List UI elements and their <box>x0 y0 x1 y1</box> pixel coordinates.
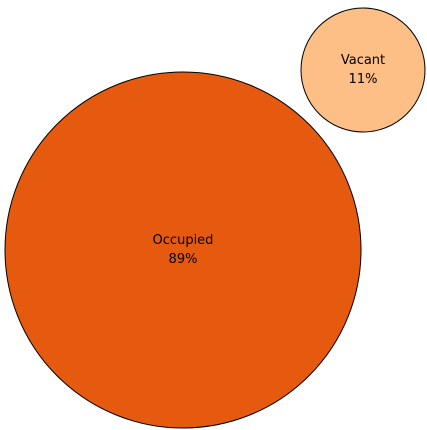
bubble-occupied: Occupied 89% <box>4 71 362 429</box>
bubble-vacant-circle <box>300 7 426 133</box>
bubble-vacant-value: 11% <box>349 72 378 87</box>
bubble-occupied-value: 89% <box>169 252 198 267</box>
bubble-vacant-name: Vacant <box>341 53 385 68</box>
bubble-vacant: Vacant 11% <box>300 7 426 133</box>
bubble-occupied-name: Occupied <box>153 233 214 248</box>
bubble-occupied-circle <box>4 71 362 429</box>
